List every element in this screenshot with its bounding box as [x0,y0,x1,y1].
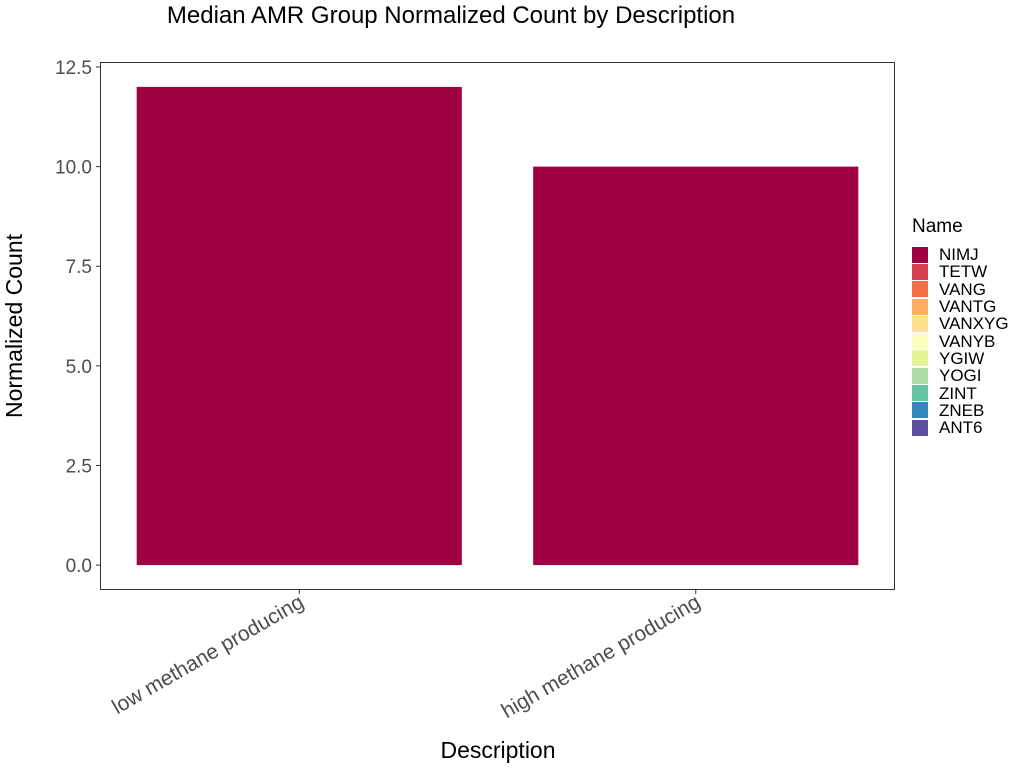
legend-swatch [912,350,928,367]
legend-label: VANTG [939,297,997,317]
legend: Name NIMJ TETW VANG VANTG VANXYG VANYB YGIW YOG… [912,216,1009,436]
x-axis-label: Description [440,737,555,763]
y-tick-label: 0.0 [66,556,92,577]
legend-swatch [912,385,928,402]
legend-label: NIMJ [939,245,979,265]
legend-item: VANG [912,281,1009,298]
legend-label: ZNEB [939,400,985,420]
y-axis-label: Normalized Count [1,233,27,418]
legend-swatch [912,315,928,332]
legend-title: Name [912,216,963,237]
legend-label: YGIW [939,348,985,368]
legend-label: VANYB [939,331,996,351]
x-tick-label: high methane producing [498,590,705,723]
legend-label: VANG [939,279,986,299]
chart-title: Median AMR Group Normalized Count by Des… [167,2,735,29]
legend-swatch [912,333,928,350]
legend-item: TETW [912,263,1009,280]
legend-item: NIMJ [912,246,1009,263]
legend-label: ZINT [939,383,977,403]
legend-item: YOGI [912,367,1009,384]
legend-label: TETW [939,262,988,282]
legend-swatch [912,298,928,315]
legend-item: ZNEB [912,402,1009,419]
legend-swatch [912,246,928,263]
legend-swatch [912,402,928,419]
legend-swatch [912,263,928,280]
legend-item: YGIW [912,350,1009,367]
legend-label: YOGI [939,366,982,386]
legend-label: ANT6 [939,418,983,438]
legend-swatch [912,281,928,298]
legend-item: VANYB [912,331,1009,351]
y-tick-label: 5.0 [66,357,92,378]
legend-label: VANXYG [939,314,1009,334]
bar-nimj-1 [136,86,462,566]
legend-swatch [912,367,928,384]
y-tick-label: 7.5 [66,257,92,278]
legend-swatch [912,419,928,436]
legend-item: ZINT [912,383,1009,403]
y-tick-label: 2.5 [66,456,92,477]
legend-item: VANXYG [912,315,1009,332]
x-tick-label: low methane producing [108,590,308,718]
bar-nimj-2 [533,166,859,566]
legend-item: VANTG [912,298,1009,315]
y-tick-label: 10.0 [55,158,92,179]
legend-item: ANT6 [912,419,1009,436]
legend-items: NIMJ TETW VANG VANTG VANXYG VANYB YGIW YOGI ZINT… [912,246,1009,436]
y-tick-label: 12.5 [55,58,92,79]
